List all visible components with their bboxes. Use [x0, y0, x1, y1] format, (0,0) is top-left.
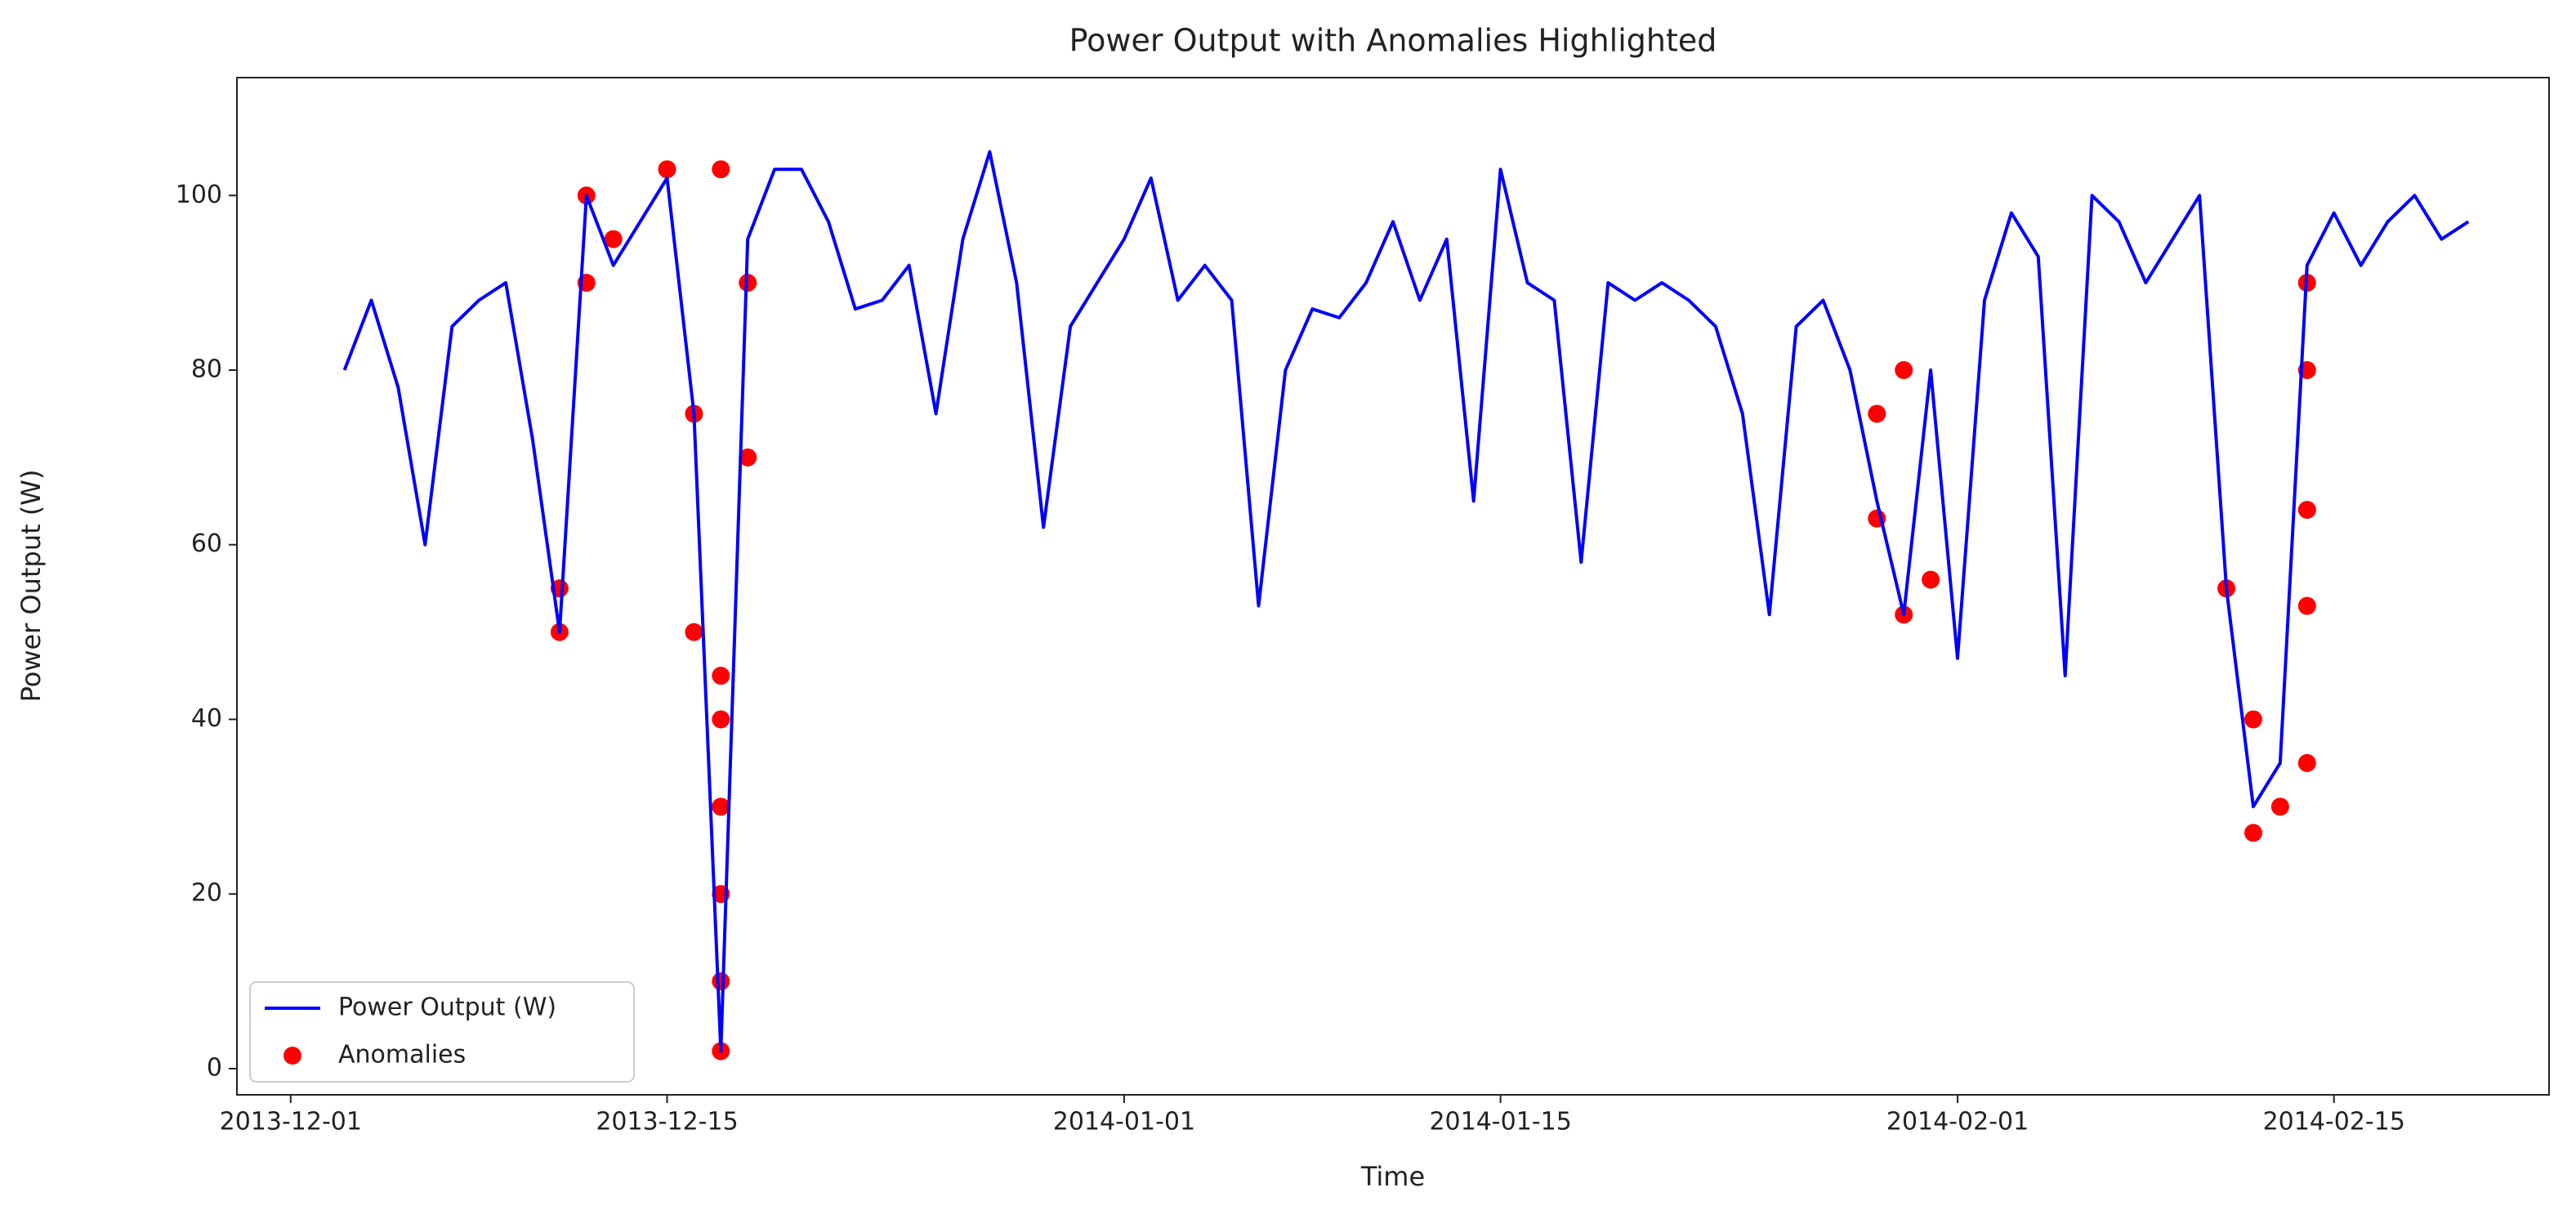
x-tick-label: 2013-12-01	[220, 1108, 362, 1136]
x-tick-label: 2014-01-15	[1429, 1108, 1571, 1136]
x-tick-label: 2014-02-15	[2263, 1108, 2405, 1136]
x-tick-label: 2014-01-01	[1053, 1108, 1195, 1136]
legend-box	[249, 981, 635, 1083]
anomaly-point	[2244, 710, 2263, 729]
chart-title: Power Output with Anomalies Highlighted	[1069, 23, 1717, 59]
legend-label: Anomalies	[338, 1041, 466, 1069]
anomaly-point	[712, 797, 730, 816]
anomaly-point	[1868, 404, 1886, 423]
anomaly-point	[739, 448, 757, 467]
legend-marker	[283, 1047, 301, 1065]
anomaly-point	[2297, 753, 2316, 772]
anomaly-point	[2244, 824, 2263, 842]
plot-area	[342, 150, 2470, 1060]
y-tick-label: 20	[191, 879, 222, 908]
anomaly-point	[712, 710, 730, 729]
anomaly-point	[685, 623, 703, 641]
legend-label: Power Output (W)	[338, 994, 556, 1022]
y-tick-label: 80	[191, 355, 222, 384]
y-axis-label: Power Output (W)	[16, 470, 47, 703]
y-tick-label: 100	[176, 181, 222, 209]
x-tick-label: 2014-02-01	[1886, 1108, 2029, 1136]
y-tick-label: 0	[207, 1053, 222, 1082]
axes-frame	[236, 77, 2550, 1096]
y-tick-label: 40	[191, 704, 222, 733]
anomaly-point	[604, 230, 623, 248]
legend: Power Output (W) Anomalies	[249, 981, 635, 1083]
anomaly-point	[712, 160, 730, 179]
y-tick-label: 60	[191, 529, 222, 558]
power-line	[342, 150, 2470, 1053]
anomaly-point	[712, 667, 730, 685]
anomaly-point	[2297, 596, 2316, 615]
x-axis-label: Time	[1360, 1161, 1425, 1192]
anomaly-point	[2297, 500, 2316, 519]
x-tick-label: 2013-12-15	[596, 1108, 738, 1136]
anomaly-point	[712, 972, 730, 991]
anomaly-point	[1895, 361, 1913, 380]
anomaly-point	[1922, 570, 1940, 589]
anomaly-point	[658, 160, 676, 179]
anomaly-point	[2270, 797, 2289, 816]
